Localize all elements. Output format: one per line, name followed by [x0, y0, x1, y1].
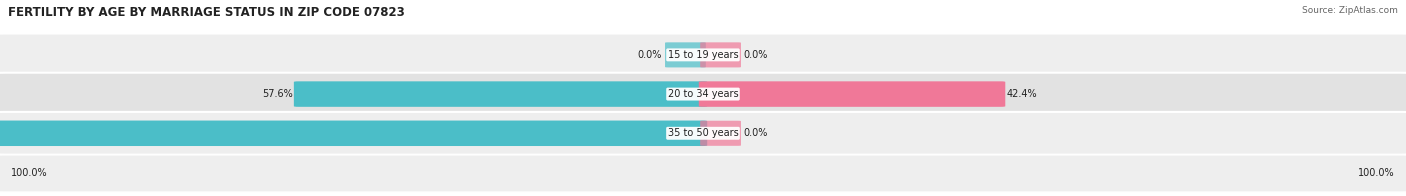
Text: 20 to 34 years: 20 to 34 years: [668, 89, 738, 99]
Text: 0.0%: 0.0%: [744, 128, 768, 138]
Text: 42.4%: 42.4%: [1007, 89, 1038, 99]
Text: 0.0%: 0.0%: [744, 50, 768, 60]
Text: 15 to 19 years: 15 to 19 years: [668, 50, 738, 60]
Text: 100.0%: 100.0%: [11, 168, 48, 179]
Text: FERTILITY BY AGE BY MARRIAGE STATUS IN ZIP CODE 07823: FERTILITY BY AGE BY MARRIAGE STATUS IN Z…: [8, 6, 405, 19]
Text: Source: ZipAtlas.com: Source: ZipAtlas.com: [1302, 6, 1398, 15]
Legend: Married, Unmarried: Married, Unmarried: [637, 168, 769, 179]
Text: 57.6%: 57.6%: [262, 89, 292, 99]
Text: 0.0%: 0.0%: [638, 50, 662, 60]
Text: 35 to 50 years: 35 to 50 years: [668, 128, 738, 138]
Text: 100.0%: 100.0%: [1358, 168, 1395, 179]
